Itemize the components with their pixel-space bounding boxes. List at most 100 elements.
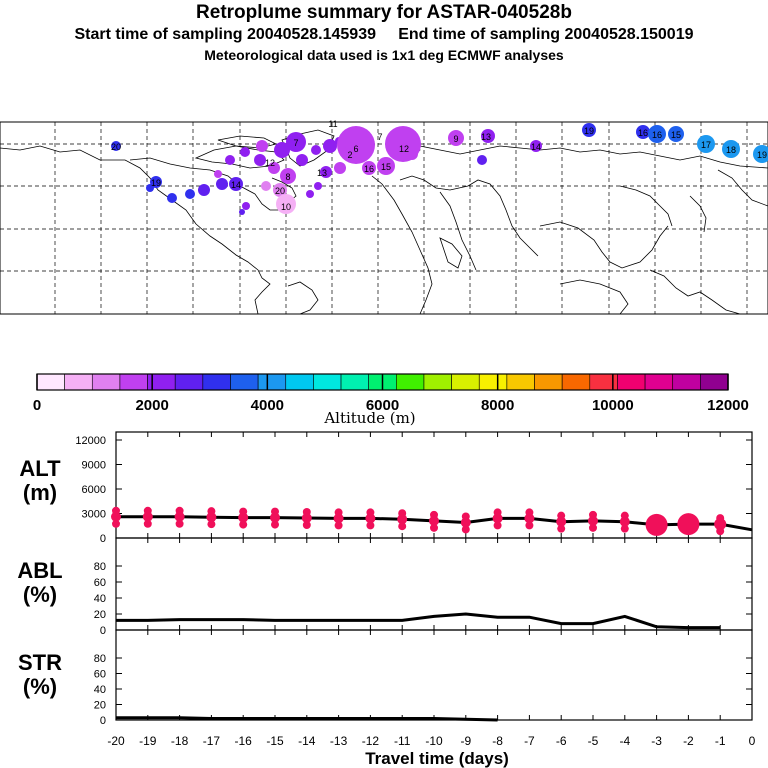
altitude-spread-point [398, 509, 407, 518]
y-tick-label: 0 [100, 715, 106, 727]
panel-ylabel: ABL [17, 558, 62, 583]
map-grid [0, 122, 768, 314]
plume-day-label: 18 [726, 145, 736, 155]
y-tick-label: 0 [100, 533, 106, 545]
coastline [539, 221, 669, 269]
plume-marker [753, 145, 768, 163]
colorbar-tick-label: 0 [33, 397, 41, 414]
x-tick-label: -2 [683, 734, 694, 748]
panel-ylabel: ALT [19, 456, 61, 481]
panel-ylabel: (m) [23, 480, 57, 505]
plume-marker [334, 162, 346, 174]
altitude-spread-point [620, 511, 629, 520]
altitude-point [206, 512, 217, 523]
plume-marker [185, 189, 195, 199]
x-tick-label: -15 [266, 734, 284, 748]
y-tick-label: 60 [94, 577, 106, 589]
altitude-point [142, 511, 153, 522]
colorbar-swatch [313, 373, 342, 391]
altitude-spread-point [239, 520, 248, 529]
coastline [649, 269, 741, 315]
altitude-spread-point [334, 521, 343, 530]
x-tick-label: -10 [425, 734, 443, 748]
plume-marker [268, 162, 280, 174]
altitude-point [238, 512, 249, 523]
colorbar-tick-label: 10000 [592, 397, 634, 414]
altitude-spread-point [430, 523, 438, 532]
altitude-spread-point [525, 508, 534, 517]
y-tick-label: 6000 [82, 484, 106, 496]
altitude-spread-point [334, 508, 343, 517]
plume-marker [273, 183, 287, 197]
x-tick-label: -12 [362, 734, 380, 748]
plume-day-label: 13 [317, 168, 327, 178]
colorbar-swatch [396, 373, 425, 391]
altitude-point [645, 513, 668, 536]
plume-day-label: 13 [481, 132, 491, 142]
plume-marker [146, 184, 154, 192]
altitude-spread-point [112, 519, 120, 528]
colorbar-swatch [230, 373, 259, 391]
altitude-spread-point [175, 506, 184, 515]
colorbar-swatch [257, 373, 287, 391]
plume-marker [276, 194, 296, 214]
colorbar-tick-label: 12000 [707, 397, 749, 414]
coastline [689, 195, 707, 233]
altitude-spread-point [589, 510, 597, 519]
plume-marker [636, 125, 650, 139]
panel-ylabel: (%) [23, 582, 57, 607]
altitude-point [397, 514, 408, 525]
colorbar-swatch [644, 373, 674, 391]
x-tick-label: -16 [235, 734, 253, 748]
colorbar-swatch [174, 373, 204, 391]
altitude-spread-point [493, 521, 502, 530]
altitude-point [492, 513, 503, 524]
plume-marker [668, 126, 684, 142]
colorbar-tick-label: 2000 [135, 397, 168, 414]
y-tick-label: 20 [94, 700, 106, 712]
altitude-spread-point [461, 525, 470, 534]
plume-day-label: 14 [231, 180, 241, 190]
x-tick-label: -11 [394, 734, 411, 748]
plume-day-label: 9 [453, 134, 458, 144]
altitude-spread-point [112, 506, 120, 515]
y-tick-label: 60 [94, 669, 106, 681]
altitude-spread-point [366, 508, 375, 517]
colorbar-swatch [119, 373, 148, 391]
plume-day-label: 7 [377, 132, 382, 142]
x-tick-label: -18 [171, 734, 189, 748]
plume-marker [261, 181, 271, 191]
plume-marker [167, 193, 177, 203]
y-tick-label: 20 [94, 609, 106, 621]
altitude-spread-point [716, 514, 725, 523]
altitude-spread-point [271, 507, 279, 516]
coastline [717, 169, 768, 207]
plume-marker [477, 155, 487, 165]
panel-ylabel: (%) [23, 674, 57, 699]
x-tick-label: -6 [556, 734, 567, 748]
y-tick-label: 80 [94, 561, 106, 573]
plume-day-label: 7 [293, 138, 298, 148]
plume-marker [280, 168, 296, 184]
panel-ylabel: STR [18, 650, 62, 675]
coastline [371, 175, 433, 315]
altitude-point [111, 511, 121, 522]
coastline [217, 135, 278, 149]
plume-marker [306, 190, 314, 198]
colorbar-swatch [700, 373, 729, 391]
colorbar-swatch [478, 373, 508, 391]
altitude-point [714, 518, 727, 531]
y-tick-label: 80 [94, 653, 106, 665]
colorbar-tick-label: 8000 [481, 397, 514, 414]
plume-day-label: 19 [151, 178, 161, 188]
altitude-spread-point [557, 511, 566, 520]
altitude-spread-point [461, 512, 470, 521]
plume-day-label: 12 [265, 158, 275, 168]
plume-marker [311, 145, 321, 155]
coastline [559, 279, 629, 315]
y-tick-label: 12000 [75, 435, 106, 447]
colorbar-swatch [91, 373, 121, 391]
